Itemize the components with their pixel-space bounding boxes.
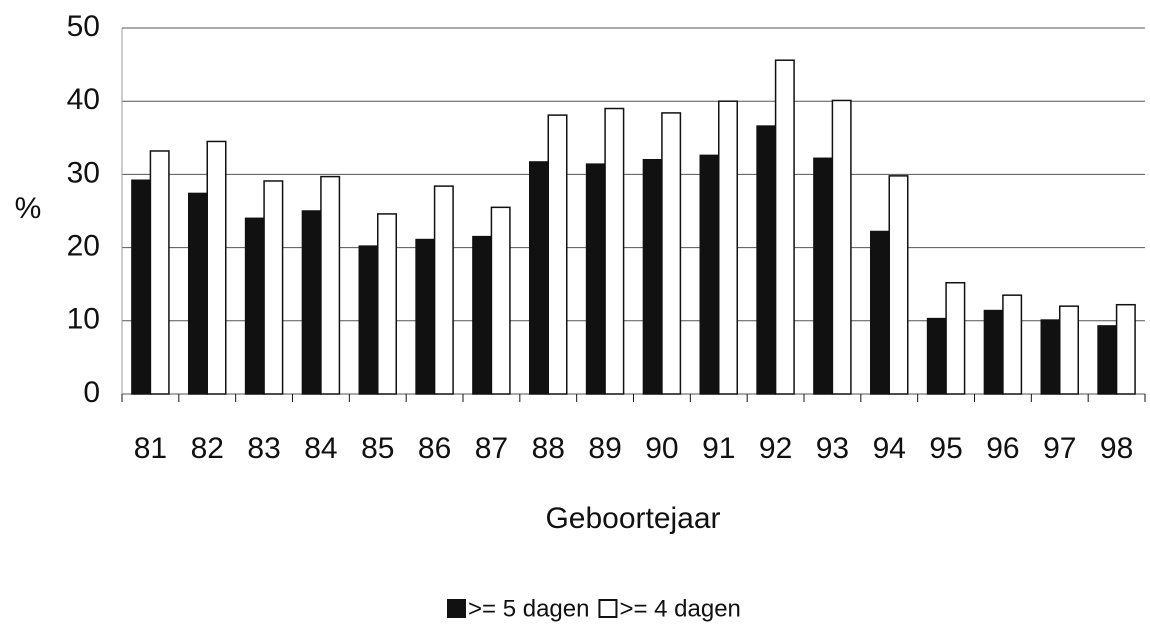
x-tick-label: 87: [475, 432, 508, 465]
x-axis-title: Geboortejaar: [545, 502, 720, 535]
y-tick-label: 0: [83, 376, 100, 409]
bar: [131, 179, 152, 395]
x-tick-label: 89: [588, 432, 621, 465]
x-tick-label: 94: [873, 432, 906, 465]
y-tick-label: 50: [67, 10, 100, 43]
bar: [188, 192, 208, 395]
x-tick-label: 98: [1100, 432, 1133, 465]
x-tick-label: 83: [247, 432, 280, 465]
y-axis-title: %: [15, 192, 42, 225]
bar: [301, 210, 322, 395]
bar: [320, 175, 341, 395]
bar: [206, 140, 227, 395]
x-tick-label: 86: [418, 432, 451, 465]
bar: [926, 317, 947, 395]
bar: [870, 230, 890, 395]
x-tick-label: 95: [929, 432, 962, 465]
bar: [472, 235, 493, 395]
bar: [774, 59, 795, 395]
bar: [642, 159, 663, 395]
bar: [149, 150, 170, 395]
legend-label: >= 4 dagen: [619, 595, 740, 622]
bar: [529, 161, 549, 395]
x-tick-label: 90: [645, 432, 678, 465]
x-tick-label: 97: [1043, 432, 1076, 465]
x-tick-label: 81: [134, 432, 167, 465]
bar: [661, 112, 682, 395]
legend-label: >= 5 dagen: [468, 595, 589, 622]
x-tick-label: 85: [361, 432, 394, 465]
bar: [358, 245, 379, 395]
bar: [1040, 319, 1061, 395]
bar: [377, 213, 397, 395]
y-tick-label: 10: [67, 303, 100, 336]
bar: [1002, 294, 1023, 395]
bar: [547, 114, 568, 395]
bar: [244, 217, 265, 395]
bar: [604, 107, 625, 395]
x-tick-label: 91: [702, 432, 735, 465]
x-tick-label: 93: [816, 432, 849, 465]
bar: [415, 238, 436, 395]
x-tick-label: 92: [759, 432, 792, 465]
bar: [699, 154, 720, 395]
x-tick-label: 82: [191, 432, 224, 465]
bar: [433, 185, 454, 395]
y-tick-label: 20: [67, 230, 100, 263]
bar: [983, 309, 1004, 395]
bar: [1115, 303, 1136, 395]
bar: [813, 157, 834, 395]
bar: [1097, 325, 1118, 395]
y-tick-label: 30: [67, 156, 100, 189]
bar: [888, 175, 909, 395]
bar: [756, 125, 777, 395]
bar: [831, 99, 852, 395]
x-tick-label: 88: [532, 432, 565, 465]
bar: [490, 206, 511, 395]
y-tick-label: 40: [67, 83, 100, 116]
bar: [718, 100, 738, 395]
legend-swatch: [447, 599, 466, 618]
bar: [945, 281, 966, 395]
bar: [585, 163, 606, 395]
bar: [263, 180, 284, 395]
bar: [1059, 305, 1079, 395]
x-tick-label: 96: [986, 432, 1019, 465]
legend-swatch: [598, 599, 618, 618]
x-tick-label: 84: [304, 432, 337, 465]
